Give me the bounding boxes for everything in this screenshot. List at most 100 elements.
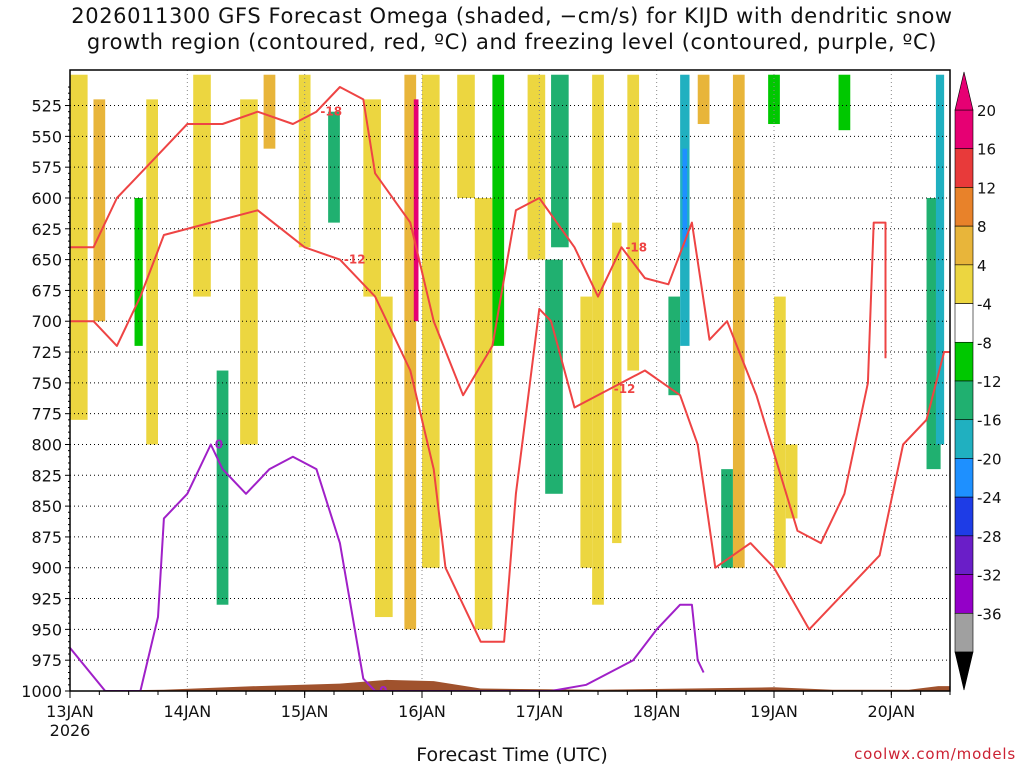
grid-lines bbox=[70, 70, 950, 691]
colorbar-cell bbox=[954, 612, 974, 653]
y-tick-label: 850 bbox=[31, 497, 62, 516]
colorbar-tick-label: 20 bbox=[977, 102, 996, 120]
colorbar-cell bbox=[954, 380, 974, 421]
y-tick-label: 600 bbox=[31, 189, 62, 208]
dgz-contour-12 bbox=[70, 209, 950, 643]
dgz-contour-18 bbox=[70, 86, 887, 545]
omega-band bbox=[697, 74, 710, 125]
y-tick-label: 800 bbox=[31, 435, 62, 454]
omega-band bbox=[474, 197, 493, 630]
omega-band bbox=[668, 296, 681, 396]
colorbar-cell bbox=[954, 303, 974, 343]
colorbar: 20 16 12 8 4 -4 -8 -12 -16 -20 -24 -28 -32 -36 bbox=[954, 71, 1002, 691]
x-axis: 13JAN 14JAN 15JAN 16JAN 17JAN 18JAN 19JAN 20JAN… bbox=[46, 691, 951, 740]
omega-band bbox=[935, 74, 945, 445]
terrain-fill bbox=[70, 679, 950, 691]
chart-title-line-1: 2026011300 GFS Forecast Omega (shaded, −… bbox=[71, 4, 953, 28]
colorbar-top-arrow bbox=[954, 71, 974, 111]
colorbar-tick-label: -32 bbox=[977, 567, 1002, 585]
colorbar-tick-label: -24 bbox=[977, 489, 1002, 507]
omega-band bbox=[263, 74, 276, 149]
colorbar-tick-label: -28 bbox=[977, 528, 1002, 546]
x-tick-label: 19JAN bbox=[750, 702, 798, 721]
y-tick-label: 975 bbox=[31, 651, 62, 670]
contour-label: -18 bbox=[320, 105, 342, 119]
omega-band bbox=[785, 444, 798, 519]
colorbar-tick-label: -20 bbox=[977, 450, 1002, 468]
omega-band bbox=[216, 370, 229, 605]
omega-band bbox=[774, 296, 786, 568]
colorbar-cell bbox=[954, 264, 974, 304]
omega-band bbox=[545, 259, 563, 494]
y-axis: 525 550 575 600 625 650 675 700 725 750 775 800 825 8… bbox=[21, 86, 70, 701]
y-tick-label: 925 bbox=[31, 590, 62, 609]
contour-label: -18 bbox=[625, 240, 647, 254]
omega-band bbox=[298, 74, 311, 248]
colorbar-tick-label: 12 bbox=[977, 179, 996, 197]
colorbar-cell bbox=[954, 496, 974, 537]
omega-band bbox=[612, 222, 622, 544]
y-tick-label: 950 bbox=[31, 620, 62, 639]
y-tick-label: 575 bbox=[31, 158, 62, 177]
colorbar-tick-label: 16 bbox=[977, 141, 996, 159]
omega-band bbox=[134, 197, 143, 346]
colorbar-cell bbox=[954, 458, 974, 498]
omega-band bbox=[375, 296, 393, 618]
y-tick-label: 675 bbox=[31, 281, 62, 300]
y-tick-label: 725 bbox=[31, 343, 62, 362]
omega-band bbox=[627, 74, 640, 371]
y-tick-label: 825 bbox=[31, 466, 62, 485]
y-tick-label: 625 bbox=[31, 220, 62, 239]
omega-band bbox=[721, 469, 733, 568]
contour-label: 0 bbox=[215, 437, 223, 451]
colorbar-cell bbox=[954, 341, 974, 382]
omega-band bbox=[413, 99, 419, 322]
omega-band bbox=[527, 74, 546, 260]
chart-title-line-2: growth region (contoured, red, ºC) and f… bbox=[86, 30, 938, 54]
omega-band bbox=[93, 99, 106, 322]
omega-band bbox=[193, 74, 211, 297]
x-tick-label: 17JAN bbox=[515, 702, 563, 721]
colorbar-cell bbox=[954, 419, 974, 459]
x-axis-label: Forecast Time (UTC) bbox=[416, 744, 608, 766]
colorbar-cell bbox=[954, 109, 974, 150]
omega-band bbox=[682, 148, 688, 248]
terrain bbox=[70, 679, 950, 691]
y-tick-label: 550 bbox=[31, 127, 62, 146]
colorbar-cell bbox=[954, 148, 974, 188]
colorbar-tick-label: -8 bbox=[977, 334, 992, 352]
x-year-label: 2026 bbox=[50, 721, 91, 740]
omega-band bbox=[240, 99, 258, 445]
colorbar-cell bbox=[954, 535, 974, 575]
colorbar-cell bbox=[954, 225, 974, 266]
x-tick-label: 15JAN bbox=[281, 702, 329, 721]
contour-label: 0 bbox=[379, 684, 387, 698]
y-tick-label: 775 bbox=[31, 405, 62, 424]
y-tick-label: 650 bbox=[31, 251, 62, 270]
omega-band bbox=[838, 74, 851, 131]
colorbar-cell bbox=[954, 574, 974, 614]
x-tick-label: 14JAN bbox=[163, 702, 211, 721]
credit-text: coolwx.com/models bbox=[854, 745, 1016, 763]
contour-label: -12 bbox=[614, 382, 636, 396]
y-tick-label: 1000 bbox=[21, 682, 62, 701]
y-tick-label: 700 bbox=[31, 312, 62, 331]
omega-band bbox=[363, 99, 381, 297]
omega-band bbox=[492, 74, 505, 346]
colorbar-tick-label: 4 bbox=[977, 257, 987, 275]
omega-band bbox=[768, 74, 780, 125]
colorbar-tick-label: -36 bbox=[977, 605, 1002, 623]
x-tick-label: 20JAN bbox=[867, 702, 915, 721]
colorbar-bottom-arrow bbox=[954, 651, 974, 691]
omega-band bbox=[592, 74, 604, 605]
y-tick-label: 900 bbox=[31, 559, 62, 578]
colorbar-tick-label: 8 bbox=[977, 218, 987, 236]
colorbar-cell bbox=[954, 187, 974, 227]
freezing-level-contour bbox=[70, 443, 705, 691]
x-tick-label: 13JAN bbox=[46, 702, 94, 721]
omega-band bbox=[580, 296, 593, 568]
colorbar-tick-label: -4 bbox=[977, 296, 992, 314]
contour-lines: -18 -18 -12 -12 0 0 bbox=[70, 86, 950, 698]
y-tick-label: 525 bbox=[31, 97, 62, 116]
